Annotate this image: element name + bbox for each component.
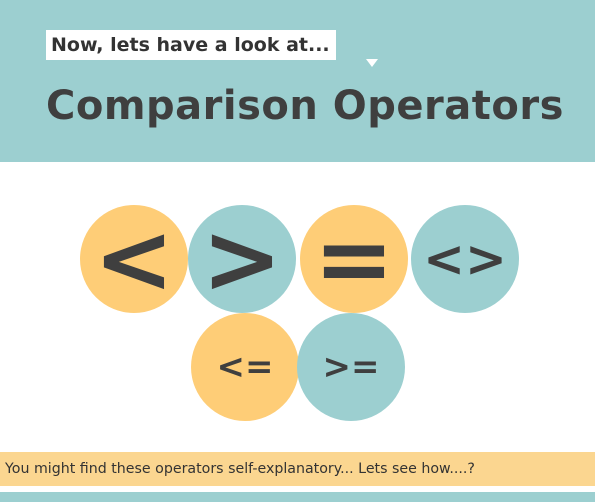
operator-less-than: < xyxy=(80,205,188,313)
footer-banner-text: You might find these operators self-expl… xyxy=(5,461,475,477)
footer-banner: You might find these operators self-expl… xyxy=(0,452,595,486)
intro-speech-bubble: Now, lets have a look at... xyxy=(46,30,336,60)
operator-not-equal: <> xyxy=(411,205,519,313)
speech-bubble-tail xyxy=(366,59,378,67)
operator-equals: = xyxy=(300,205,408,313)
bottom-bar xyxy=(0,492,595,502)
operator-less-or-equal: <= xyxy=(191,313,299,421)
page-title: Comparison Operators xyxy=(46,83,564,129)
operator-greater-or-equal: >= xyxy=(297,313,405,421)
header-band xyxy=(0,0,595,162)
operator-greater-than: > xyxy=(188,205,296,313)
